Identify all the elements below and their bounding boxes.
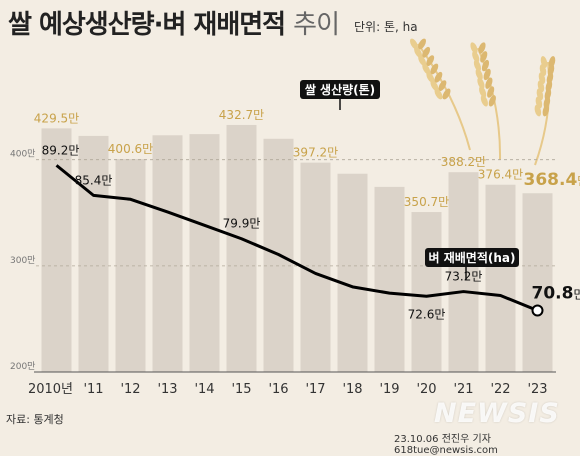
x-tick-label: '23 (527, 382, 547, 397)
chart: 400만 300만 200만 2010년 '11 '12 '13 '14 '15 '16 '17 '1… (0, 0, 580, 446)
line-value-unit: 만ha (573, 287, 580, 301)
legend-tag-rice: 쌀 생산량(톤) (305, 82, 375, 97)
bar-2010년 (42, 128, 72, 372)
x-tick-label: '22 (490, 382, 510, 397)
bar-'11 (79, 136, 109, 372)
y-tick-label: 400만 (10, 149, 35, 160)
bar-value-label: 368.4만톤 (524, 170, 580, 190)
bar-value-label: 429.5만 (34, 111, 79, 125)
bar-'18 (338, 174, 368, 372)
y-tick-label: 200만 (10, 361, 35, 372)
source-note: 자료: 통계청 (6, 411, 64, 427)
bar-value-label: 376.4만 (478, 168, 523, 182)
bar-'13 (153, 135, 183, 372)
area-line-end-marker (533, 305, 543, 315)
legend-tag-area: 벼 재배면적(ha) (429, 250, 516, 265)
line-value-label: 85.4만 (75, 173, 113, 187)
y-tick-label: 300만 (10, 255, 35, 266)
credit-line: 23.10.06 전진우 기자 618tue@newsis.com (394, 430, 580, 456)
newsis-watermark: NEWSIS (434, 398, 560, 429)
line-value-label: 89.2만 (42, 143, 80, 157)
x-tick-label: '16 (268, 382, 288, 397)
x-tick-label: '13 (157, 382, 177, 397)
line-value-label: 73.2만 (445, 270, 483, 284)
line-value-label: 72.6만 (408, 307, 446, 321)
bar-value-label: 400.6만 (108, 142, 153, 156)
x-tick-label: '17 (305, 382, 325, 397)
x-tick-label: '21 (453, 382, 473, 397)
x-tick-label: '20 (416, 382, 436, 397)
bar-'15 (227, 125, 257, 372)
line-value-label: 79.9만 (223, 217, 261, 231)
bar-value-label: 350.7만 (404, 195, 449, 209)
bar-'14 (190, 134, 220, 372)
x-tick-label: '15 (231, 382, 251, 397)
bar-'20 (412, 212, 442, 372)
bar-'22 (486, 185, 516, 372)
x-tick-label: 2010년 (28, 382, 73, 397)
line-value-label: 70.8만ha (532, 283, 580, 303)
x-tick-label: '12 (120, 382, 140, 397)
x-tick-label: '14 (194, 382, 214, 397)
x-tick-label: '19 (379, 382, 399, 397)
x-tick-label: '18 (342, 382, 362, 397)
x-tick-label: '11 (83, 382, 103, 397)
bar-'19 (375, 187, 405, 372)
bar-value-label: 397.2만 (293, 146, 338, 160)
bar-value-label: 432.7만 (219, 108, 264, 122)
